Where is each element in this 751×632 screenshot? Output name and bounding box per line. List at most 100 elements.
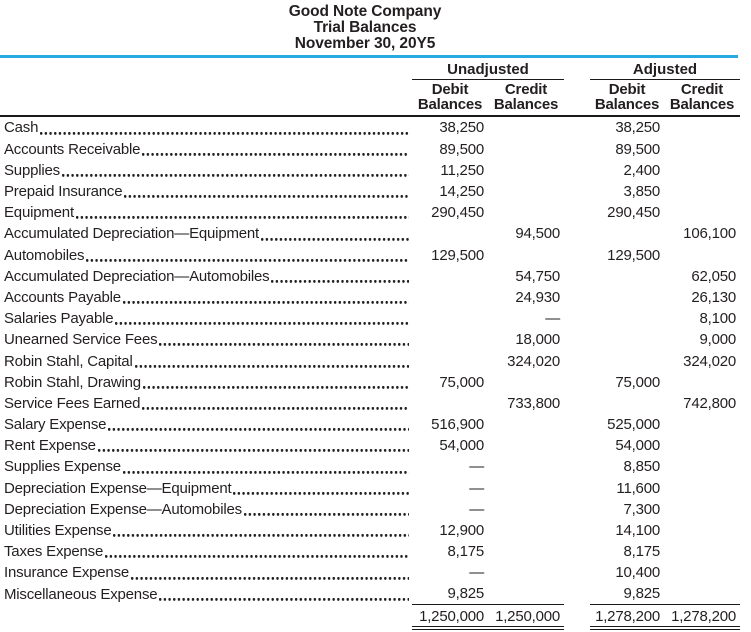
table-row: Accounts Payable 24,930 26,130 [0,286,740,309]
unadjusted-credit-value: 54,750 [515,267,560,285]
account-name: Salaries Payable [4,310,114,328]
unadjusted-credit-total: 1,250,000 [488,607,564,630]
unadjusted-debit-value: 38,250 [439,119,484,137]
adjusted-debit-value: 9,825 [590,584,664,605]
adjusted-credit-value: 8,100 [699,310,736,328]
unadjusted-credit-value: 24,930 [515,288,560,306]
table-row: Prepaid Insurance 14,250 3,850 [0,181,740,203]
unadjusted-debit-value: 8,175 [447,543,484,561]
account-name: Cash [4,119,39,137]
unadjusted-group-header: Unadjusted [412,61,564,80]
unadjusted-debit-value: 516,900 [431,416,484,434]
account-name: Accounts Payable [4,288,121,306]
dot-leader [122,456,409,478]
dot-leader [142,138,409,160]
dot-leader [115,308,409,330]
dot-leader [261,223,409,245]
adjusted-debit-value: 8,175 [623,543,660,561]
account-name: Miscellaneous Expense [4,585,158,603]
table-row: Depreciation Expense—Automobiles — 7,300 [0,498,740,521]
adjusted-debit-value: 11,600 [616,479,660,497]
adjusted-debit-value: 54,000 [615,437,660,455]
account-name: Salary Expense [4,416,107,434]
table-row: Equipment 290,450 290,450 [0,202,740,224]
unadjusted-debit-value: 11,250 [440,161,484,179]
table-row: Supplies Expense — 8,850 [0,456,740,478]
table-row: Supplies 11,250 2,400 [0,159,740,182]
adjusted-debit-value: 525,000 [607,416,660,434]
unadjusted-debit-value: — [469,564,484,582]
column-group-header-row: Unadjusted Adjusted [0,61,740,80]
unadjusted-credit-value [488,584,564,605]
dot-leader [159,583,409,605]
accent-divider [0,55,738,58]
unadjusted-debit-value: 12,900 [439,522,484,540]
table-row: Taxes Expense 8,175 8,175 [0,541,740,563]
account-name: Robin Stahl, Capital [4,352,133,370]
dot-leader [75,202,409,224]
dot-leader [124,181,409,203]
adjusted-debit-value: 3,850 [623,183,660,201]
table-row: Cash 38,250 38,250 [0,117,740,139]
adjusted-debit-balances-header: Debit Balances [594,80,660,113]
table-row: Rent Expense 54,000 54,000 [0,435,740,457]
adjusted-credit-value: 742,800 [683,394,736,412]
table-row: Robin Stahl, Capital 324,020 324,020 [0,350,740,372]
dot-leader [61,159,409,182]
report-date: November 30, 20Y5 [294,35,436,52]
account-name: Robin Stahl, Drawing [4,373,141,391]
unadjusted-credit-value: 18,000 [515,331,560,349]
account-name: Equipment [4,204,74,222]
unadjusted-credit-value: — [545,310,560,328]
unadjusted-debit-value: 129,500 [431,246,484,264]
report-title: Trial Balances [313,19,417,36]
account-name: Insurance Expense [4,564,130,582]
account-name: Utilities Expense [4,522,112,540]
dot-leader [97,435,409,457]
dot-leader [40,117,409,139]
dot-leader [134,350,409,372]
unadjusted-credit-balances-header: Credit Balances [493,80,559,113]
table-row: Salaries Payable — 8,100 [0,308,740,330]
account-name: Accounts Receivable [4,140,141,158]
unadjusted-credit-value: 324,020 [507,352,560,370]
unadjusted-credit-value: 94,500 [515,225,560,243]
account-name: Supplies [4,161,60,179]
adjusted-debit-value: 38,250 [615,119,660,137]
table-row: Depreciation Expense—Equipment — 11,600 [0,477,740,499]
table-row: Unearned Service Fees 18,000 9,000 [0,329,740,351]
adjusted-credit-value: 106,100 [683,225,736,243]
account-name: Taxes Expense [4,543,104,561]
document-title-block: Good Note Company Trial Balances Novembe… [0,0,730,52]
unadjusted-debit-value: — [469,458,484,476]
table-row: Salary Expense 516,900 525,000 [0,414,740,436]
table-row: Accumulated Depreciation—Equipment 94,50… [0,223,740,245]
adjusted-credit-value: 26,130 [691,288,736,306]
adjusted-debit-value: 129,500 [607,246,660,264]
dot-leader [105,541,409,563]
table-row: Automobiles 129,500 129,500 [0,244,740,266]
account-name: Depreciation Expense—Equipment [4,479,232,497]
dot-leader [86,244,409,266]
dot-leader [142,392,409,415]
adjusted-credit-value: 324,020 [683,352,736,370]
dot-leader [142,371,409,393]
account-name: Unearned Service Fees [4,331,158,349]
table-row: Service Fees Earned 733,800 742,800 [0,392,740,415]
dot-leader [108,414,409,436]
adjusted-credit-value: 62,050 [691,267,736,285]
adjusted-credit-balances-header: Credit Balances [669,80,735,113]
dot-leader [122,286,409,309]
table-row: Accounts Receivable 89,500 89,500 [0,138,740,160]
dot-leader [271,265,409,287]
company-name: Good Note Company [288,3,442,20]
unadjusted-debit-value: — [469,500,484,518]
unadjusted-debit-balances-header: Debit Balances [417,80,483,113]
adjusted-debit-value: 7,300 [623,500,660,518]
account-name: Supplies Expense [4,458,121,476]
account-name: Accumulated Depreciation—Automobiles [4,267,270,285]
adjusted-credit-value: 9,000 [699,331,736,349]
account-name: Service Fees Earned [4,394,141,412]
adjusted-debit-value: 8,850 [623,458,660,476]
